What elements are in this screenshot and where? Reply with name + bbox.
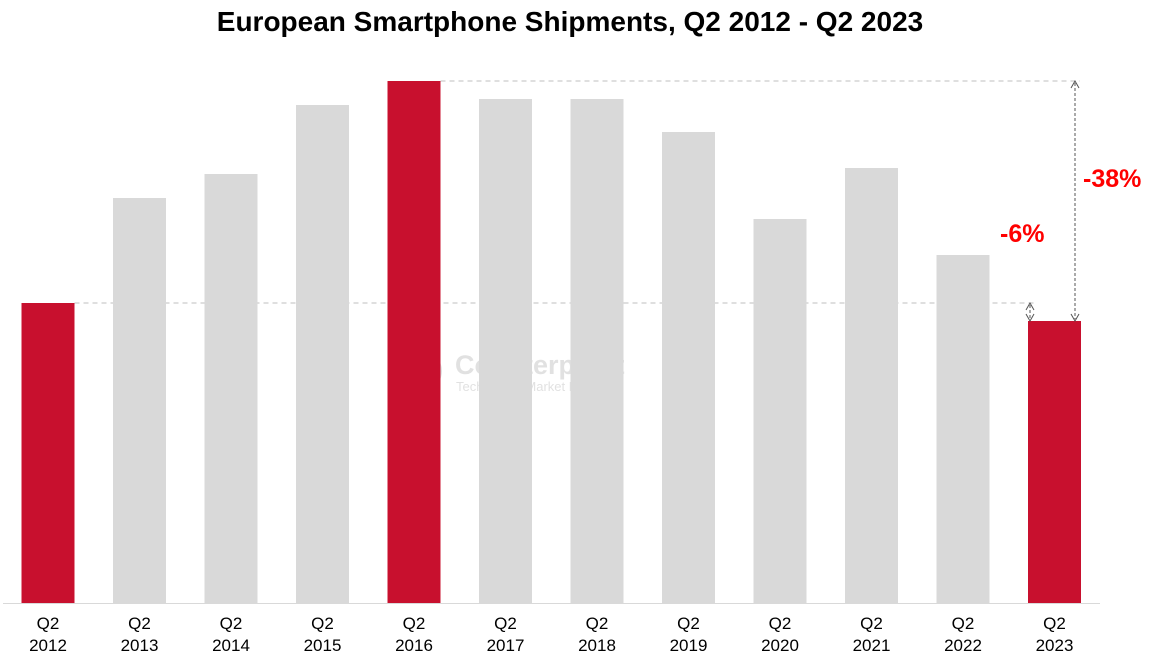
bar-q2-2015: [296, 105, 349, 603]
x-tick-label-line: 2021: [853, 636, 891, 655]
bar-q2-2013: [113, 198, 166, 603]
x-tick-label: Q2 2022: [944, 614, 982, 655]
x-tick-label-line: Q2: [677, 614, 700, 633]
x-tick-label-line: 2023: [1036, 636, 1074, 655]
x-tick-label: Q2 2023: [1036, 614, 1074, 655]
x-tick-label-line: 2020: [761, 636, 799, 655]
x-tick-label-line: Q2: [37, 614, 60, 633]
bar-q2-2022: [936, 255, 990, 603]
bar-q2-2021: [845, 168, 898, 603]
x-tick-label: Q2 2020: [761, 614, 799, 655]
x-tick-label-line: 2012: [29, 636, 67, 655]
x-tick-label-line: Q2: [494, 614, 517, 633]
x-tick-label-line: Q2: [860, 614, 883, 633]
x-tick-label: Q2 2014: [212, 614, 250, 655]
x-tick-label-line: 2022: [944, 636, 982, 655]
chart-title: European Smartphone Shipments, Q2 2012 -…: [216, 6, 924, 37]
bar-q2-2012: [21, 303, 75, 603]
x-tick-label-line: 2018: [578, 636, 616, 655]
annotation-start-change: -6%: [1000, 220, 1044, 248]
bar-q2-2016: [387, 81, 441, 603]
x-tick-label-line: Q2: [220, 614, 243, 633]
annotations: -38% -6%: [1000, 79, 1141, 323]
x-tick-label: Q2 2017: [487, 614, 525, 655]
bar-q2-2017: [479, 99, 532, 603]
x-tick-label-line: Q2: [586, 614, 609, 633]
bar-q2-2023: [1028, 321, 1081, 603]
x-tick-label-line: 2014: [212, 636, 250, 655]
x-axis-ticks: Q2 2012 Q2 2013 Q2 2014 Q2 2015 Q2 2016 Q2 2017 Q2 20…: [29, 614, 1073, 655]
x-tick-label: Q2 2012: [29, 614, 67, 655]
x-tick-label-line: 2017: [487, 636, 525, 655]
x-tick-label-line: Q2: [952, 614, 975, 633]
x-tick-label: Q2 2013: [121, 614, 159, 655]
x-tick-label-line: Q2: [128, 614, 151, 633]
x-tick-label: Q2 2021: [853, 614, 891, 655]
x-tick-label-line: 2016: [395, 636, 433, 655]
x-tick-label: Q2 2015: [304, 614, 342, 655]
peak-to-latest-arrow: [1070, 79, 1080, 323]
bars: [21, 81, 1081, 603]
x-tick-label-line: 2019: [670, 636, 708, 655]
start-to-latest-arrow: [1025, 301, 1035, 323]
x-tick-label-line: Q2: [1043, 614, 1066, 633]
bar-q2-2019: [662, 132, 715, 603]
x-tick-label: Q2 2019: [670, 614, 708, 655]
annotation-peak-change: -38%: [1083, 165, 1141, 193]
bar-q2-2014: [204, 174, 258, 603]
x-tick-label-line: 2013: [121, 636, 159, 655]
bar-q2-2020: [753, 219, 807, 603]
x-tick-label-line: Q2: [403, 614, 426, 633]
x-tick-label: Q2 2016: [395, 614, 433, 655]
x-tick-label: Q2 2018: [578, 614, 616, 655]
x-tick-label-line: Q2: [311, 614, 334, 633]
x-tick-label-line: 2015: [304, 636, 342, 655]
x-tick-label-line: Q2: [769, 614, 792, 633]
bar-q2-2018: [570, 99, 624, 603]
